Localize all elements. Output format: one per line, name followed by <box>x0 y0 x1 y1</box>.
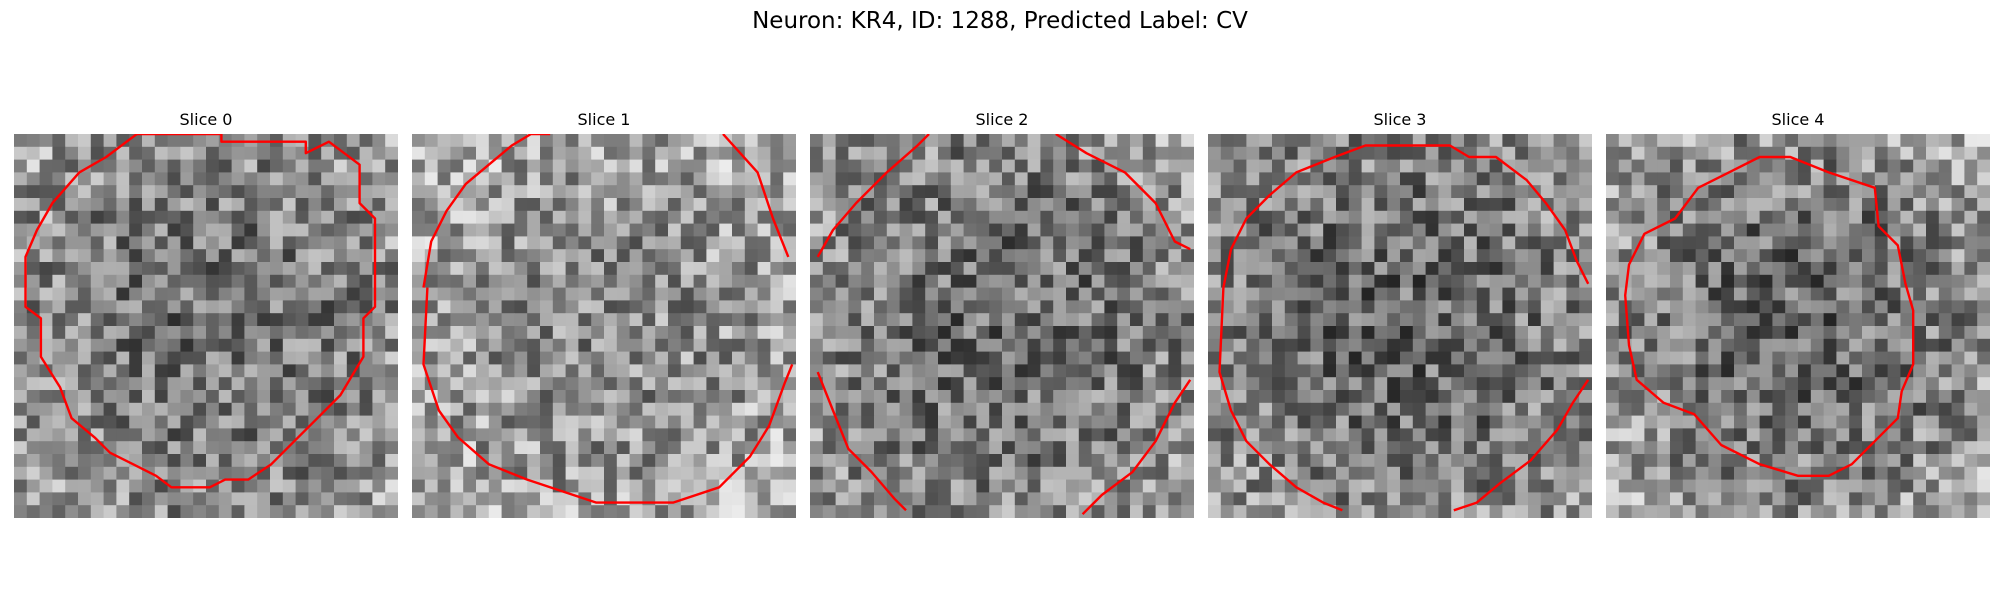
roi-contour <box>1218 287 1343 512</box>
pixel-grid <box>14 134 398 518</box>
roi-contour <box>722 134 790 258</box>
pixel-grid <box>412 134 796 518</box>
slice-title: Slice 4 <box>1771 110 1825 129</box>
pixel-grid <box>1208 134 1592 518</box>
pixel-grid <box>1606 134 1990 518</box>
roi-contour <box>422 287 794 504</box>
slice-title: Slice 2 <box>975 110 1029 129</box>
roi-contour <box>1055 134 1191 251</box>
slice-title: Slice 3 <box>1373 110 1427 129</box>
slice-image <box>1606 134 1990 518</box>
slice-image <box>412 134 796 518</box>
slice-image <box>1208 134 1592 518</box>
roi-contour <box>1453 379 1590 512</box>
slice-title: Slice 0 <box>179 110 233 129</box>
roi-contour <box>816 134 930 258</box>
pixel-grid <box>810 134 1194 518</box>
roi-contour <box>1081 379 1192 516</box>
roi-contour <box>816 371 907 512</box>
slice-image <box>14 134 398 518</box>
roi-contour <box>422 134 551 288</box>
roi-contour <box>24 134 377 489</box>
figure-title: Neuron: KR4, ID: 1288, Predicted Label: … <box>752 8 1248 34</box>
roi-contour <box>1624 155 1915 477</box>
slice-image <box>810 134 1194 518</box>
slice-title: Slice 1 <box>577 110 631 129</box>
roi-contour <box>1222 144 1590 288</box>
